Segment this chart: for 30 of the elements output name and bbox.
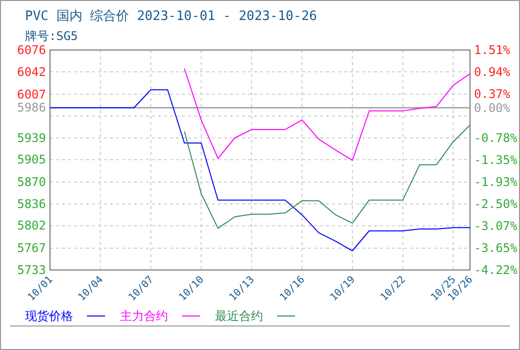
legend-label: 最近合约 (215, 309, 263, 323)
line-series (184, 68, 470, 161)
y2-tick-label: -4.22% (474, 263, 518, 277)
y-tick-label: 6042 (17, 64, 46, 79)
y-tick-label: 5802 (17, 218, 46, 233)
y2-tick-label: -1.35% (474, 152, 518, 167)
y2-tick-label: -3.65% (474, 241, 518, 256)
y2-tick-label: -2.50% (474, 196, 518, 211)
legend-label: 主力合约 (120, 309, 168, 323)
y-tick-label: 6076 (17, 43, 46, 57)
y-tick-label: 5733 (17, 263, 46, 277)
y2-tick-label: 0.37% (474, 86, 511, 101)
y2-tick-label: -3.07% (474, 218, 518, 233)
y-tick-label: 5836 (17, 196, 46, 211)
y-tick-label: 5767 (17, 241, 46, 256)
line-series (50, 89, 470, 252)
y-tick-label: 5870 (17, 175, 46, 190)
ref-line-label: 5986 (17, 100, 46, 115)
y2-tick-label: 1.51% (474, 43, 511, 57)
y2-tick-label: -0.78% (474, 130, 518, 145)
y2-tick-label: 0.00% (474, 100, 511, 115)
y-tick-label: 6007 (17, 87, 46, 102)
chart-subtitle: 牌号:SG5 (25, 29, 78, 43)
y-tick-label: 5905 (17, 152, 46, 167)
y-tick-label: 5939 (17, 130, 46, 145)
chart-title: PVC 国内 综合价 2023-10-01 - 2023-10-26 (25, 9, 317, 24)
y2-tick-label: -1.93% (474, 175, 518, 190)
legend-label: 现货价格 (25, 309, 73, 323)
y2-tick-label: 0.94% (474, 64, 511, 79)
line-series (184, 124, 470, 229)
